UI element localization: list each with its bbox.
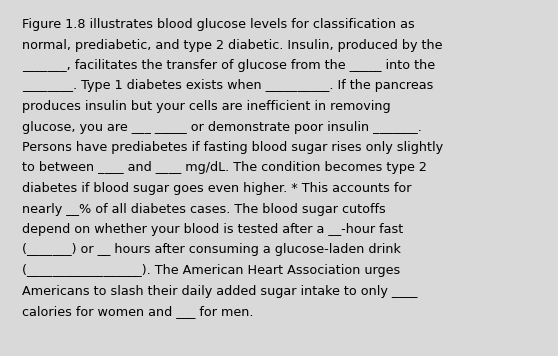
Text: (_______) or __ hours after consuming a glucose-laden drink: (_______) or __ hours after consuming a … — [22, 244, 401, 257]
Text: diabetes if blood sugar goes even higher. * This accounts for: diabetes if blood sugar goes even higher… — [22, 182, 411, 195]
Text: normal, prediabetic, and type 2 diabetic. Insulin, produced by the: normal, prediabetic, and type 2 diabetic… — [22, 38, 442, 52]
Text: glucose, you are ___ _____ or demonstrate poor insulin _______.: glucose, you are ___ _____ or demonstrat… — [22, 120, 422, 134]
Text: Figure 1.8 illustrates blood glucose levels for classification as: Figure 1.8 illustrates blood glucose lev… — [22, 18, 415, 31]
Text: depend on whether your blood is tested after a __-hour fast: depend on whether your blood is tested a… — [22, 223, 403, 236]
Text: ________. Type 1 diabetes exists when __________. If the pancreas: ________. Type 1 diabetes exists when __… — [22, 79, 434, 93]
Text: (__________________). The American Heart Association urges: (__________________). The American Heart… — [22, 264, 400, 277]
Text: _______, facilitates the transfer of glucose from the _____ into the: _______, facilitates the transfer of glu… — [22, 59, 435, 72]
Text: calories for women and ___ for men.: calories for women and ___ for men. — [22, 305, 253, 318]
Text: nearly __% of all diabetes cases. The blood sugar cutoffs: nearly __% of all diabetes cases. The bl… — [22, 203, 386, 215]
Text: produces insulin but your cells are inefficient in removing: produces insulin but your cells are inef… — [22, 100, 391, 113]
Text: to between ____ and ____ mg/dL. The condition becomes type 2: to between ____ and ____ mg/dL. The cond… — [22, 162, 427, 174]
Text: Persons have prediabetes if fasting blood sugar rises only slightly: Persons have prediabetes if fasting bloo… — [22, 141, 443, 154]
Text: Americans to slash their daily added sugar intake to only ____: Americans to slash their daily added sug… — [22, 284, 417, 298]
